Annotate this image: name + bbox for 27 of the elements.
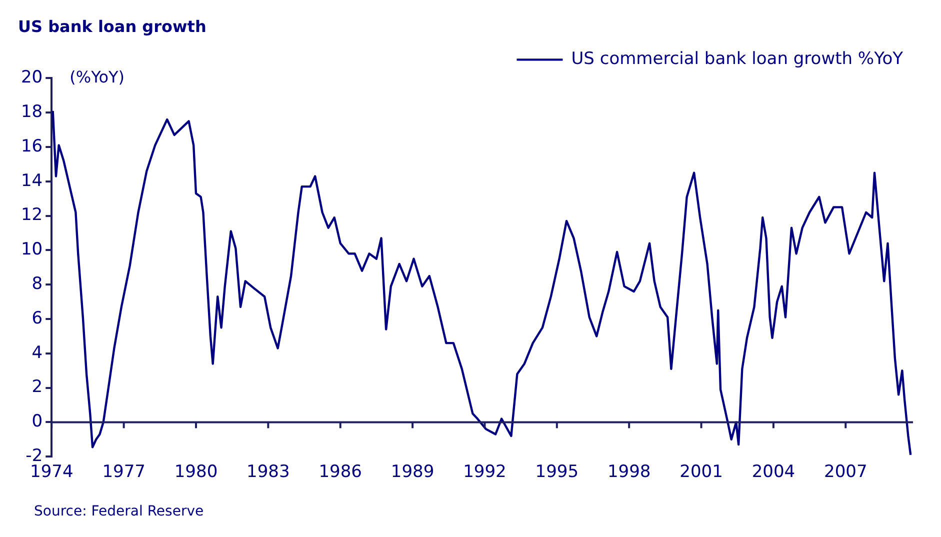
y-tick-label: 8 <box>32 274 43 294</box>
x-tick-label: 1977 <box>102 462 146 482</box>
x-tick-label: 2004 <box>752 462 796 482</box>
x-tick-label: 1974 <box>30 462 74 482</box>
x-tick-label: 1980 <box>174 462 218 482</box>
y-tick-label: 2 <box>32 377 43 398</box>
x-tick-label: 1992 <box>463 462 506 482</box>
x-tick-label: 2001 <box>680 462 723 482</box>
x-tick-label: 1983 <box>246 462 290 482</box>
y-tick-label: 6 <box>32 308 43 328</box>
x-tick-label: 1995 <box>535 462 579 482</box>
x-tick-label: 1986 <box>318 462 362 482</box>
y-tick-label: 18 <box>20 102 43 122</box>
x-tick-label: 2007 <box>824 462 868 482</box>
y-axis-title: (%YoY) <box>70 67 125 86</box>
x-tick-label: 1998 <box>607 462 651 482</box>
chart-title: US bank loan growth <box>18 16 206 36</box>
y-tick-label: 0 <box>32 412 43 432</box>
legend-label: US commercial bank loan growth %YoY <box>571 49 904 70</box>
y-tick-label: 14 <box>20 170 43 191</box>
y-tick-label: 10 <box>20 240 43 260</box>
source-note: Source: Federal Reserve <box>34 504 204 520</box>
y-tick-label: 20 <box>20 68 43 88</box>
y-tick-label: 12 <box>20 205 43 226</box>
x-tick-label: 1989 <box>390 462 434 482</box>
y-tick-label: 16 <box>20 136 43 156</box>
y-tick-label: 4 <box>32 342 43 363</box>
